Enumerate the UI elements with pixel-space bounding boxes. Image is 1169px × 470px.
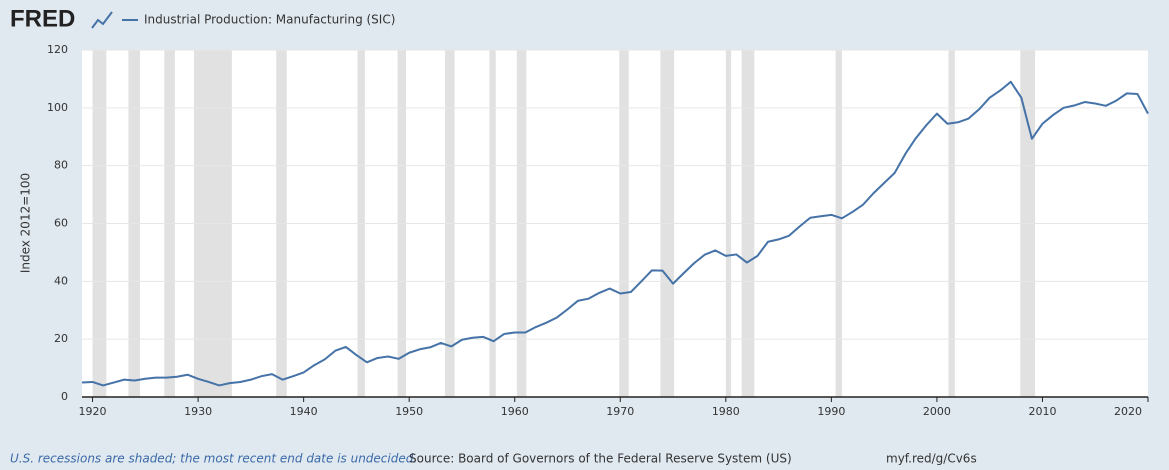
footer-note: U.S. recessions are shaded; the most rec… (10, 452, 417, 466)
x-tick-label: 2000 (923, 405, 951, 418)
logo-icon (91, 11, 113, 29)
y-tick-label: 80 (54, 159, 68, 172)
x-tick-label: 1920 (79, 405, 107, 418)
series-line (81, 80, 1149, 387)
url: myf.red/g/Cv6s (886, 452, 977, 466)
y-tick-label: 60 (54, 217, 68, 230)
legend-label: Industrial Production: Manufacturing (SI… (144, 13, 395, 27)
y-tick-label: 40 (54, 274, 68, 287)
source: Source: Board of Governors of the Federa… (409, 452, 792, 466)
y-axis-label: Index 2012=100 (19, 173, 33, 273)
logo: FRED (10, 5, 75, 32)
x-tick-label: 1940 (290, 405, 318, 418)
y-tick-label: 20 (54, 332, 68, 345)
x-tick-label: 1950 (395, 405, 423, 418)
y-tick-label: 0 (61, 390, 68, 403)
x-tick-label: 1970 (606, 405, 634, 418)
x-tick-label: 2020 (1114, 405, 1142, 418)
x-tick-label: 2010 (1028, 405, 1056, 418)
x-tick-label: 1990 (817, 405, 845, 418)
y-tick-label: 120 (47, 43, 68, 56)
x-tick-label: 1930 (184, 405, 212, 418)
y-tick-label: 100 (47, 101, 68, 114)
x-tick-label: 1980 (712, 405, 740, 418)
x-tick-label: 1960 (501, 405, 529, 418)
